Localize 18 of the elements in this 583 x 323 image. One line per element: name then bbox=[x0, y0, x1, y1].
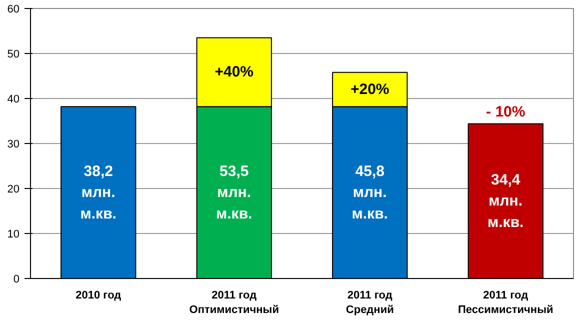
x-tick-label: 2010 год bbox=[76, 290, 122, 302]
y-tick-label: 50 bbox=[7, 48, 20, 60]
annotation: - 10% bbox=[486, 104, 526, 121]
annotation: 45,8 млн. м.кв. bbox=[352, 162, 388, 222]
annotation: 53,5 млн. м.кв. bbox=[216, 162, 252, 222]
annotation: 34,4 млн. м.кв. bbox=[488, 171, 524, 231]
y-tick-label: 30 bbox=[7, 138, 20, 150]
x-tick-label: 2011 год Оптимистичный bbox=[189, 290, 279, 316]
x-tick-label: 2011 год Пессимистичный bbox=[458, 290, 554, 316]
annotation: +20% bbox=[350, 81, 390, 98]
y-tick-label: 40 bbox=[7, 94, 20, 106]
y-tick-label: 0 bbox=[13, 274, 20, 286]
annotation: 38,2 млн. м.кв. bbox=[80, 162, 116, 222]
y-tick-label: 60 bbox=[7, 4, 20, 16]
y-tick-label: 20 bbox=[7, 184, 20, 196]
y-tick-label: 10 bbox=[7, 228, 20, 240]
x-tick-label: 2011 год Средний bbox=[346, 290, 394, 316]
annotation: +40% bbox=[214, 64, 254, 81]
